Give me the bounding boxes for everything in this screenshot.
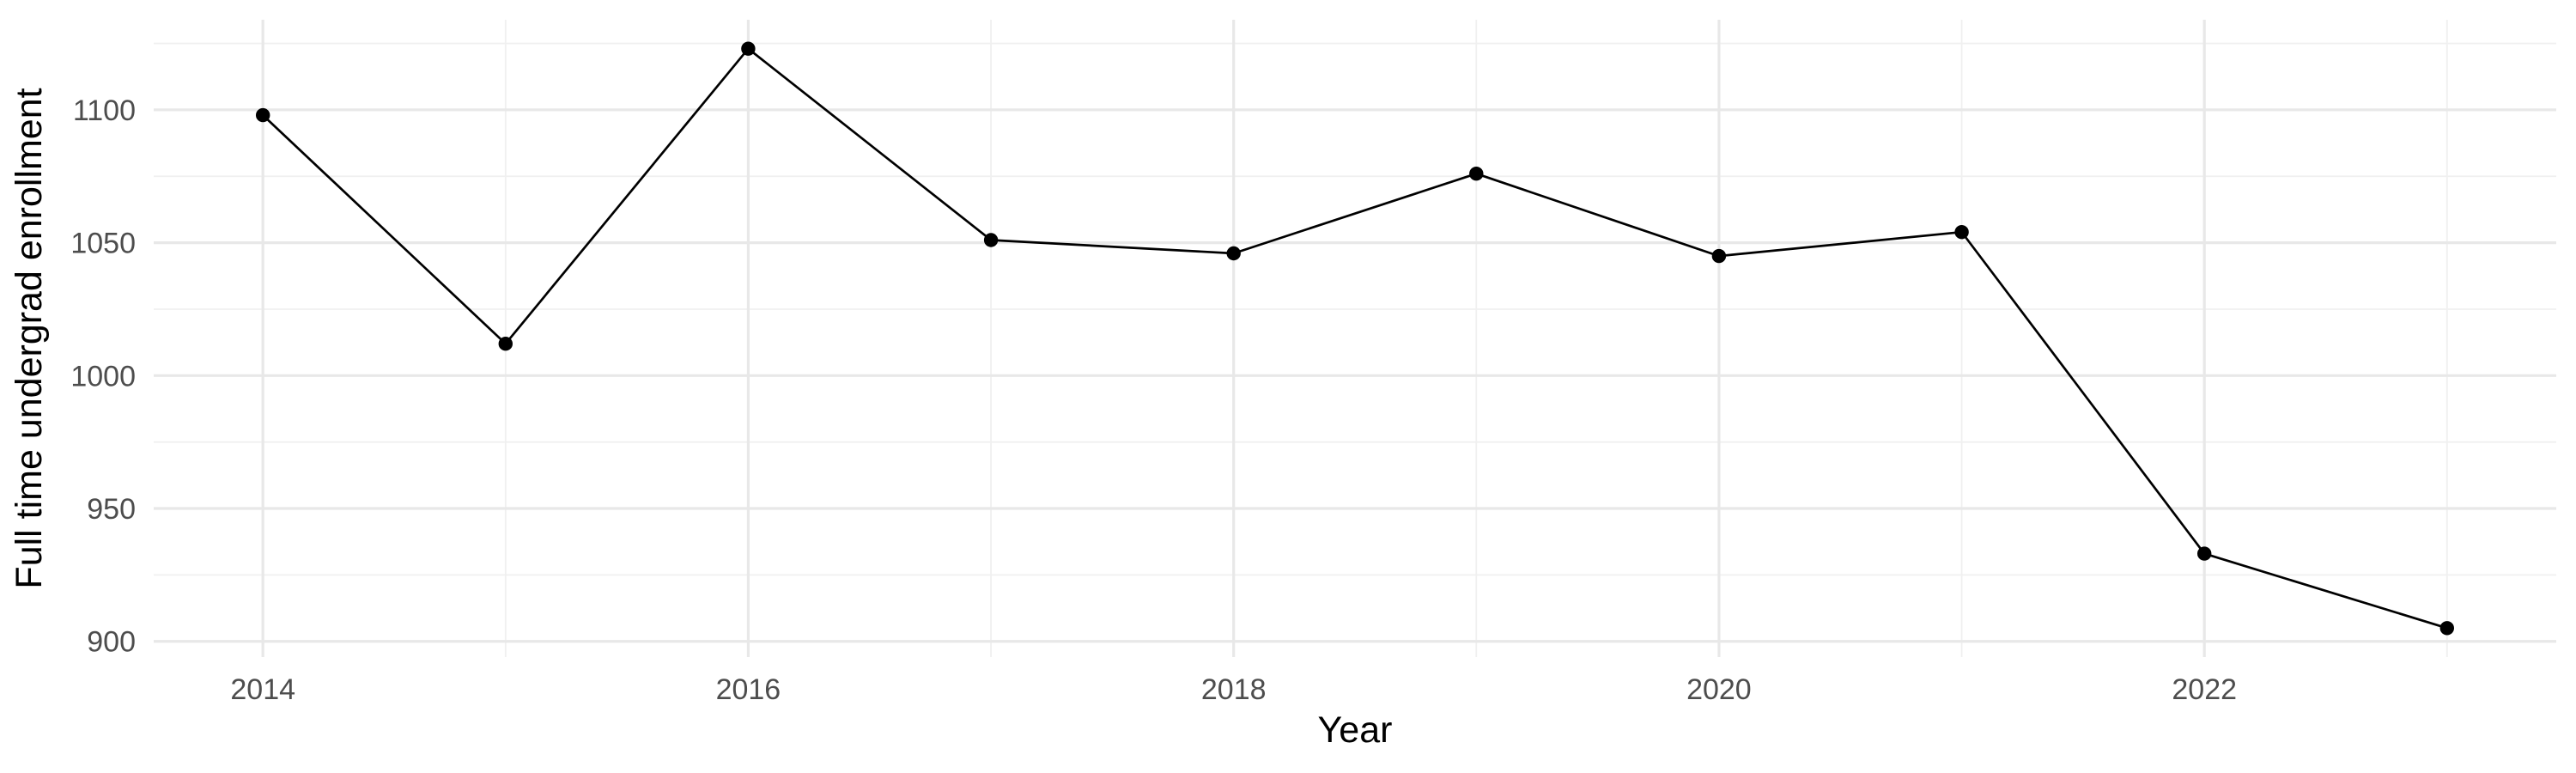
- x-tick-label-2020: 2020: [1686, 673, 1752, 706]
- y-axis-title: Full time undergrad enrollment: [9, 88, 50, 588]
- major-gridlines: [154, 20, 2556, 657]
- data-point-2018: [1226, 246, 1241, 261]
- x-tick-label-2022: 2022: [2172, 673, 2237, 706]
- data-point-2015: [498, 337, 513, 351]
- y-tick-label-1050: 1050: [70, 228, 136, 260]
- data-point-2021: [1954, 225, 1969, 240]
- x-tick-label-2016: 2016: [716, 673, 781, 706]
- x-tick-label-2018: 2018: [1201, 673, 1267, 706]
- data-point-2023: [2439, 621, 2454, 636]
- y-tick-label-1100: 1100: [73, 94, 136, 127]
- data-point-2020: [1711, 248, 1727, 264]
- y-tick-label-950: 950: [87, 493, 136, 526]
- enrollment-line-series: [262, 47, 2448, 630]
- x-tick-label-2014: 2014: [230, 673, 295, 706]
- data-point-2019: [1469, 167, 1484, 181]
- enrollment-data-points: [256, 41, 2454, 636]
- x-axis-title: Year: [1318, 709, 1393, 751]
- y-tick-label-900: 900: [87, 626, 136, 659]
- data-point-2014: [256, 107, 270, 123]
- data-point-2022: [2197, 546, 2212, 561]
- x-axis-tick-labels: 2014 2016 2018 2020 2022: [230, 673, 2237, 706]
- data-point-2017: [983, 233, 999, 247]
- data-point-2016: [741, 41, 756, 56]
- y-axis-tick-labels: 900 950 1000 1050 1100: [70, 94, 136, 659]
- y-tick-label-1000: 1000: [70, 360, 136, 393]
